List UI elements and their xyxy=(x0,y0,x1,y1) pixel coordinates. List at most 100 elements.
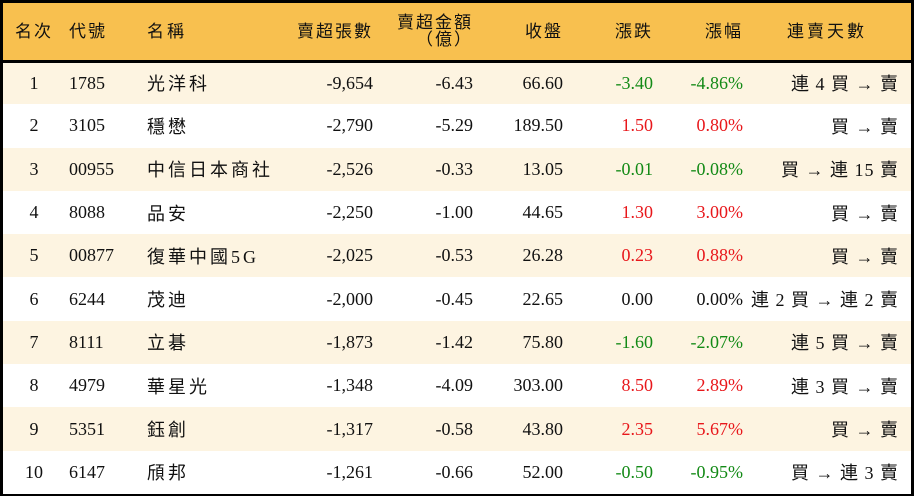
cell-name: 立碁 xyxy=(147,333,189,354)
cell-rank: 6 xyxy=(29,288,39,309)
header-net-sell-amount-line2: （億） xyxy=(416,30,473,50)
cell-change-pct: 0.80% xyxy=(696,115,744,136)
cell-code: 1785 xyxy=(69,72,105,93)
header-change-pct: 漲幅 xyxy=(705,21,743,41)
header-change: 漲跌 xyxy=(615,21,653,41)
cell-net-sell-amount: -0.53 xyxy=(435,245,474,266)
cell-change-pct: -0.08% xyxy=(690,158,744,179)
header-net-sell-lots: 賣超張數 xyxy=(297,21,373,41)
cell-change-pct: 5.67% xyxy=(696,418,744,439)
cell-close: 44.65 xyxy=(522,202,564,223)
cell-rank: 5 xyxy=(29,245,39,266)
cell-name: 穩懋 xyxy=(147,116,189,137)
cell-streak: 連 3 買 → 賣 xyxy=(791,376,899,397)
cell-change-pct: -4.86% xyxy=(690,72,744,93)
cell-net-sell-lots: -2,000 xyxy=(326,288,374,309)
cell-streak: 買 → 賣 xyxy=(831,246,899,267)
cell-net-sell-lots: -1,317 xyxy=(326,418,374,439)
cell-change-pct: -2.07% xyxy=(690,331,744,352)
cell-code: 3105 xyxy=(69,115,105,136)
cell-rank: 8 xyxy=(29,375,39,396)
cell-streak: 連 2 買 → 連 2 賣 xyxy=(751,290,899,311)
header-name: 名稱 xyxy=(147,21,187,41)
cell-net-sell-lots: -2,790 xyxy=(326,115,374,136)
cell-change: 1.30 xyxy=(621,202,654,223)
cell-close: 26.28 xyxy=(522,245,564,266)
cell-net-sell-amount: -5.29 xyxy=(435,115,474,136)
cell-net-sell-amount: -0.66 xyxy=(435,461,474,482)
table-row: 5 00877 復華中國5G -2,025 -0.53 26.28 0.23 0… xyxy=(3,234,911,278)
cell-net-sell-amount: -4.09 xyxy=(435,375,474,396)
cell-close: 52.00 xyxy=(522,461,564,482)
cell-change: -1.60 xyxy=(615,331,654,352)
header-streak: 連賣天數 xyxy=(787,21,867,41)
cell-net-sell-amount: -1.00 xyxy=(435,202,474,223)
table-row: 9 5351 鈺創 -1,317 -0.58 43.80 2.35 5.67% … xyxy=(3,407,911,451)
cell-streak: 連 4 買 → 賣 xyxy=(791,74,899,95)
cell-streak: 買 → 連 15 賣 xyxy=(781,160,899,181)
cell-net-sell-amount: -0.45 xyxy=(435,288,474,309)
cell-name: 頎邦 xyxy=(147,463,189,484)
cell-net-sell-lots: -9,654 xyxy=(326,72,374,93)
cell-change: -3.40 xyxy=(615,72,654,93)
cell-code: 5351 xyxy=(69,418,105,439)
cell-code: 8111 xyxy=(69,331,104,352)
table-row: 3 00955 中信日本商社 -2,526 -0.33 13.05 -0.01 … xyxy=(3,147,911,191)
cell-rank: 4 xyxy=(29,202,39,223)
net-sell-ranking-table: 名次 代號 名稱 賣超張數 賣超金額 （億） 收盤 漲跌 漲幅 連賣天數 1 1… xyxy=(3,3,911,494)
cell-change: 2.35 xyxy=(621,418,654,439)
cell-rank: 7 xyxy=(29,331,39,352)
cell-rank: 2 xyxy=(29,115,39,136)
cell-rank: 9 xyxy=(29,418,39,439)
cell-streak: 連 5 買 → 賣 xyxy=(791,333,899,354)
cell-name: 華星光 xyxy=(147,376,210,397)
cell-code: 00955 xyxy=(69,158,114,179)
cell-change-pct: 0.88% xyxy=(696,245,744,266)
cell-rank: 10 xyxy=(25,461,43,482)
header-rank: 名次 xyxy=(15,21,53,41)
table-header-row: 名次 代號 名稱 賣超張數 賣超金額 （億） 收盤 漲跌 漲幅 連賣天數 xyxy=(3,3,911,61)
header-code: 代號 xyxy=(69,21,107,41)
header-net-sell-amount-line1: 賣超金額 xyxy=(397,13,473,33)
cell-streak: 買 → 賣 xyxy=(831,116,899,137)
cell-name: 光洋科 xyxy=(147,74,210,95)
cell-close: 43.80 xyxy=(522,418,564,439)
cell-net-sell-amount: -0.58 xyxy=(435,418,474,439)
table-row: 6 6244 茂迪 -2,000 -0.45 22.65 0.00 0.00% … xyxy=(3,277,911,321)
cell-net-sell-lots: -2,250 xyxy=(326,202,374,223)
cell-change: 0.23 xyxy=(621,245,654,266)
cell-change-pct: 3.00% xyxy=(696,202,744,223)
header-close: 收盤 xyxy=(525,21,563,41)
cell-code: 00877 xyxy=(69,245,114,266)
cell-code: 4979 xyxy=(69,375,105,396)
table-row: 1 1785 光洋科 -9,654 -6.43 66.60 -3.40 -4.8… xyxy=(3,61,911,105)
cell-code: 6244 xyxy=(69,288,105,309)
cell-net-sell-amount: -1.42 xyxy=(435,331,474,352)
cell-net-sell-lots: -2,526 xyxy=(326,158,374,179)
cell-streak: 買 → 賣 xyxy=(831,420,899,441)
cell-name: 茂迪 xyxy=(147,290,189,311)
cell-code: 6147 xyxy=(69,461,105,482)
table-row: 8 4979 華星光 -1,348 -4.09 303.00 8.50 2.89… xyxy=(3,364,911,408)
cell-rank: 3 xyxy=(29,158,39,179)
cell-net-sell-lots: -1,873 xyxy=(326,331,374,352)
cell-change: 0.00 xyxy=(621,288,654,309)
cell-change: 8.50 xyxy=(621,375,654,396)
table-row: 2 3105 穩懋 -2,790 -5.29 189.50 1.50 0.80%… xyxy=(3,104,911,148)
cell-change-pct: 0.00% xyxy=(696,288,744,309)
cell-streak: 買 → 賣 xyxy=(831,203,899,224)
cell-name: 鈺創 xyxy=(147,420,189,441)
cell-name: 品安 xyxy=(147,203,189,224)
table-row: 4 8088 品安 -2,250 -1.00 44.65 1.30 3.00% … xyxy=(3,190,911,235)
cell-close: 22.65 xyxy=(522,288,564,309)
cell-close: 303.00 xyxy=(513,375,564,396)
cell-net-sell-lots: -1,261 xyxy=(326,461,374,482)
cell-streak: 買 → 連 3 賣 xyxy=(791,463,899,484)
cell-change: -0.01 xyxy=(615,158,654,179)
cell-close: 66.60 xyxy=(522,72,564,93)
cell-name: 復華中國5G xyxy=(147,246,259,267)
table-row: 7 8111 立碁 -1,873 -1.42 75.80 -1.60 -2.07… xyxy=(3,320,911,365)
cell-close: 13.05 xyxy=(522,158,564,179)
table-row: 10 6147 頎邦 -1,261 -0.66 52.00 -0.50 -0.9… xyxy=(3,450,911,494)
